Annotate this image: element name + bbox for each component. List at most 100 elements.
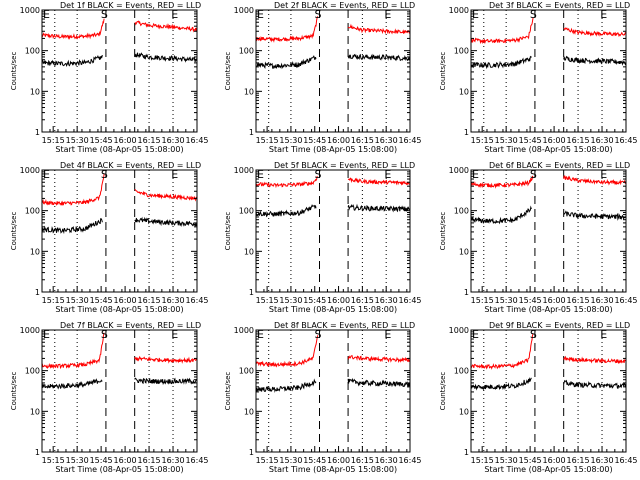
plot-frame xyxy=(255,9,411,133)
event-marker-left: E xyxy=(257,8,264,21)
y-tick-label: 1 xyxy=(35,448,40,457)
series-line-events xyxy=(134,377,198,386)
x-tick-label: 16:15 xyxy=(567,136,590,145)
x-tick-label: 15:30 xyxy=(66,456,89,465)
y-tick-label: 1000 xyxy=(20,326,40,335)
x-axis-label: Start Time (08-Apr-05 15:08:00) xyxy=(269,305,397,314)
x-axis-label: Start Time (08-Apr-05 15:08:00) xyxy=(55,145,183,154)
x-tick-label: 16:00 xyxy=(543,136,566,145)
y-tick-label: 100 xyxy=(239,47,254,56)
x-tick-label: 15:15 xyxy=(471,296,494,305)
x-tick-label: 16:45 xyxy=(614,456,637,465)
y-axis-label: Counts/sec xyxy=(439,52,447,91)
chart-title: Det 6f BLACK = Events, RED = LLD xyxy=(489,161,630,170)
y-tick-label: 100 xyxy=(25,207,40,216)
y-tick-label: 1 xyxy=(249,448,254,457)
x-tick-label: 15:30 xyxy=(66,296,89,305)
y-tick-label: 1 xyxy=(249,288,254,297)
plot-frame xyxy=(255,329,411,453)
event-marker-s: S xyxy=(530,328,537,341)
y-tick-label: 1 xyxy=(35,128,40,137)
x-tick-label: 16:30 xyxy=(590,296,613,305)
series-line-lld xyxy=(41,18,105,40)
x-tick-label: 16:30 xyxy=(375,296,398,305)
x-tick-label: 16:15 xyxy=(351,136,374,145)
x-tick-label: 15:45 xyxy=(303,296,326,305)
chart-title: Det 8f BLACK = Events, RED = LLD xyxy=(274,321,415,330)
x-tick-label: 15:15 xyxy=(471,136,494,145)
y-tick-label: 1 xyxy=(249,128,254,137)
series-line-events xyxy=(347,377,411,388)
x-tick-label: 16:30 xyxy=(590,456,613,465)
series-line-lld xyxy=(347,23,411,35)
x-tick-label: 15:45 xyxy=(90,456,113,465)
x-axis-label: Start Time (08-Apr-05 15:08:00) xyxy=(484,465,612,474)
chart-title: Det 2f BLACK = Events, RED = LLD xyxy=(274,1,415,10)
x-tick-label: 15:30 xyxy=(495,456,518,465)
y-tick-label: 1000 xyxy=(449,166,469,175)
x-axis-label: Start Time (08-Apr-05 15:08:00) xyxy=(55,465,183,474)
series-line-events xyxy=(41,54,103,68)
x-tick-label: 15:45 xyxy=(519,456,542,465)
y-axis-label: Counts/sec xyxy=(10,52,18,91)
series-line-lld xyxy=(134,188,198,202)
y-tick-label: 10 xyxy=(244,407,254,416)
chart-title: Det 1f BLACK = Events, RED = LLD xyxy=(60,1,201,10)
x-tick-label: 15:15 xyxy=(42,136,65,145)
chart-title: Det 5f BLACK = Events, RED = LLD xyxy=(274,161,415,170)
x-tick-label: 16:45 xyxy=(185,136,208,145)
series-line-events xyxy=(255,55,317,70)
x-tick-label: 16:00 xyxy=(327,296,350,305)
event-marker-e: E xyxy=(384,328,391,341)
plot-frame xyxy=(41,169,198,293)
x-axis-label: Start Time (08-Apr-05 15:08:00) xyxy=(269,465,397,474)
x-tick-label: 16:00 xyxy=(543,456,566,465)
series-line-lld xyxy=(563,27,627,38)
y-axis-label: Counts/sec xyxy=(439,372,447,411)
x-tick-label: 15:30 xyxy=(495,136,518,145)
event-marker-s: S xyxy=(315,168,322,181)
x-tick-label: 15:15 xyxy=(256,136,279,145)
x-tick-label: 15:15 xyxy=(42,296,65,305)
series-line-lld xyxy=(134,355,198,364)
event-marker-s: S xyxy=(101,8,108,21)
x-tick-label: 16:15 xyxy=(567,456,590,465)
x-tick-label: 15:45 xyxy=(303,456,326,465)
y-tick-label: 1000 xyxy=(20,166,40,175)
event-marker-left: E xyxy=(43,8,50,21)
x-tick-label: 15:15 xyxy=(256,456,279,465)
plot-frame xyxy=(470,9,627,133)
y-tick-label: 1 xyxy=(464,128,469,137)
x-tick-label: 16:45 xyxy=(614,296,637,305)
y-tick-label: 1000 xyxy=(20,6,40,15)
x-tick-label: 15:15 xyxy=(256,296,279,305)
x-tick-label: 16:00 xyxy=(114,136,137,145)
x-tick-label: 16:45 xyxy=(398,456,421,465)
event-marker-left: E xyxy=(472,8,479,21)
x-tick-label: 16:00 xyxy=(327,456,350,465)
x-axis-label: Start Time (08-Apr-05 15:08:00) xyxy=(269,145,397,154)
y-tick-label: 100 xyxy=(239,207,254,216)
x-tick-label: 15:45 xyxy=(90,136,113,145)
y-axis-label: Counts/sec xyxy=(10,212,18,251)
x-tick-label: 15:30 xyxy=(495,296,518,305)
series-line-events xyxy=(470,55,532,70)
series-line-lld xyxy=(41,332,105,370)
x-tick-label: 15:15 xyxy=(471,456,494,465)
series-line-lld xyxy=(563,175,627,186)
chart-title: Det 9f BLACK = Events, RED = LLD xyxy=(489,321,630,330)
event-marker-e: E xyxy=(600,168,607,181)
plot-frame xyxy=(255,169,411,293)
y-axis-label: Counts/sec xyxy=(224,372,232,411)
series-line-events xyxy=(470,205,532,225)
y-tick-label: 1 xyxy=(464,448,469,457)
x-tick-label: 16:30 xyxy=(375,136,398,145)
plot-frame xyxy=(470,329,627,453)
series-line-events xyxy=(347,53,411,62)
series-line-lld xyxy=(134,20,198,33)
